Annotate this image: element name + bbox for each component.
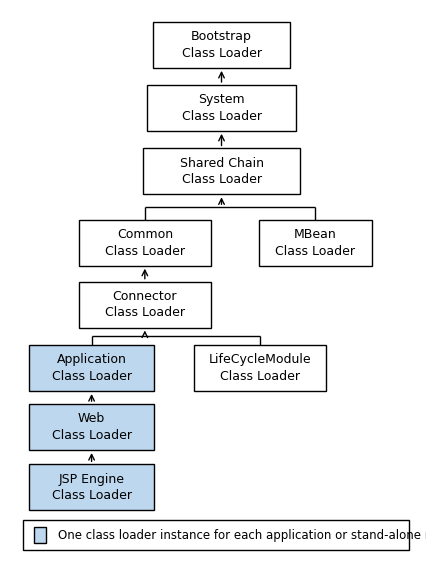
Bar — [79, 282, 211, 328]
Text: Common
Class Loader: Common Class Loader — [105, 228, 185, 257]
Bar — [34, 527, 46, 543]
Bar — [194, 345, 326, 391]
Bar — [147, 85, 296, 131]
Text: Application
Class Loader: Application Class Loader — [52, 353, 132, 383]
Bar — [79, 220, 211, 266]
Text: Web
Class Loader: Web Class Loader — [52, 413, 132, 442]
Bar — [259, 220, 371, 266]
Text: Shared Chain
Class Loader: Shared Chain Class Loader — [179, 157, 264, 186]
Bar — [23, 520, 409, 550]
Bar — [29, 345, 154, 391]
Bar — [29, 404, 154, 450]
Text: JSP Engine
Class Loader: JSP Engine Class Loader — [52, 473, 132, 502]
Text: Bootstrap
Class Loader: Bootstrap Class Loader — [181, 30, 262, 60]
Bar — [153, 22, 290, 68]
Text: Connector
Class Loader: Connector Class Loader — [105, 290, 185, 319]
Bar — [29, 464, 154, 510]
Text: One class loader instance for each application or stand-alone module: One class loader instance for each appli… — [58, 528, 426, 542]
Text: System
Class Loader: System Class Loader — [181, 93, 262, 123]
Bar — [143, 148, 300, 194]
Text: LifeCycleModule
Class Loader: LifeCycleModule Class Loader — [209, 353, 311, 383]
Text: MBean
Class Loader: MBean Class Loader — [275, 228, 355, 257]
